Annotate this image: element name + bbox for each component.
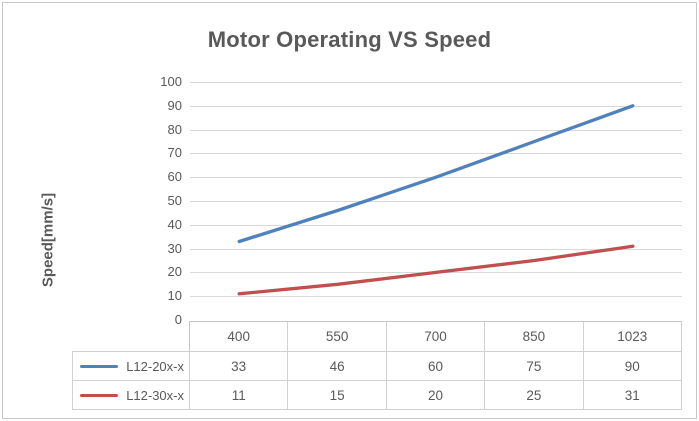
chart-title: Motor Operating VS Speed: [207, 27, 492, 52]
y-tick-label: 20: [167, 264, 182, 280]
y-tick-label: 80: [167, 121, 182, 137]
x-category-label: 400: [190, 321, 289, 352]
gridline: [190, 81, 682, 83]
table-value-cell: 75: [485, 352, 584, 381]
table-value-cell: 20: [386, 381, 486, 410]
legend-label: L12-30x-x: [126, 387, 184, 403]
series-lines: [237, 104, 635, 296]
legend-item-L12-20x-x: L12-20x-x: [72, 352, 190, 381]
plot-area: [190, 81, 682, 320]
gridline: [190, 200, 682, 202]
gridline: [190, 248, 682, 250]
y-tick-label: 100: [160, 74, 182, 89]
table-value-cell: 46: [288, 352, 387, 381]
y-tick-label: 40: [167, 216, 182, 232]
y-tick-label: 30: [167, 240, 182, 256]
legend-swatch: [80, 393, 119, 397]
gridline: [190, 224, 682, 226]
table-value-cell: 15: [288, 381, 387, 410]
table-value-cell: 25: [485, 381, 584, 410]
legend-swatch: [80, 364, 119, 368]
table-value-cell: 60: [386, 352, 486, 381]
table-value-cell: 90: [583, 352, 682, 381]
table-value-cell: 33: [190, 352, 289, 381]
gridline: [190, 295, 682, 297]
y-tick-label: 60: [167, 169, 182, 185]
y-axis-title: Speed[mm/s]: [39, 192, 57, 288]
y-tick-label: 70: [167, 145, 182, 161]
x-category-label: 1023: [583, 321, 682, 352]
legend-item-L12-30x-x: L12-30x-x: [72, 381, 190, 410]
x-category-label: 700: [386, 321, 486, 352]
gridline: [190, 105, 682, 107]
table-value-cell: 31: [583, 381, 682, 410]
y-tick-label: 90: [167, 97, 182, 113]
gridline: [190, 129, 682, 131]
x-category-label: 550: [288, 321, 387, 352]
series-line-L12-30x-x: [237, 244, 635, 296]
legend-label: L12-20x-x: [126, 358, 184, 374]
series-line-L12-20x-x: [237, 104, 635, 244]
y-tick-label: 0: [174, 312, 182, 327]
table-value-cell: 11: [190, 381, 289, 410]
data-table: 400 550 700 850 1023 L12-20x-x 33 46 60 75 90 L12-3…: [72, 321, 682, 410]
y-tick-label: 50: [167, 193, 182, 208]
gridline: [190, 152, 682, 154]
y-tick-label: 10: [167, 288, 182, 304]
table-legend-blank-cell: [72, 321, 190, 352]
x-category-label: 850: [485, 321, 584, 352]
